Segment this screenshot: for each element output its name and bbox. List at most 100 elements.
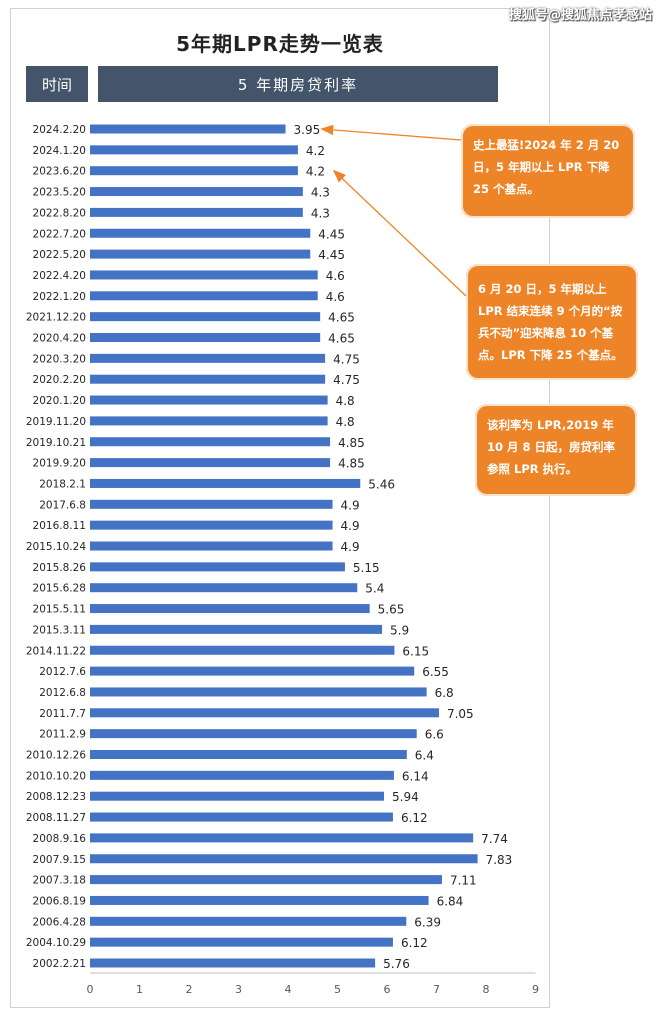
annotation-arrow (332, 169, 467, 297)
watermark: 搜狐号@搜狐焦点孝感站 (508, 8, 652, 23)
category-label: 2010.10.20 (26, 770, 86, 782)
value-label: 6.12 (401, 936, 428, 950)
bar (90, 499, 333, 509)
x-tick-label: 5 (334, 983, 341, 996)
category-label: 2018.2.1 (39, 478, 86, 490)
bar (90, 187, 303, 197)
bar (90, 478, 361, 488)
value-label: 6.12 (401, 811, 428, 825)
value-label: 5.9 (390, 623, 409, 637)
bar (90, 437, 331, 447)
x-tick-label: 1 (136, 983, 143, 996)
bar (90, 708, 439, 718)
value-label: 7.05 (447, 707, 474, 721)
bar (90, 645, 395, 655)
bar (90, 791, 385, 801)
x-tick-label: 8 (483, 983, 490, 996)
category-label: 2012.6.8 (39, 687, 86, 699)
value-label: 6.39 (414, 915, 441, 929)
category-label: 2016.8.11 (33, 520, 86, 532)
bar (90, 583, 358, 593)
value-label: 6.6 (425, 728, 444, 742)
bar (90, 916, 407, 926)
chart-frame (10, 8, 550, 1008)
bar (90, 166, 298, 176)
category-label: 2019.10.21 (26, 437, 86, 449)
x-tick-label: 6 (384, 983, 391, 996)
value-label: 6.55 (422, 665, 449, 679)
bar (90, 770, 394, 780)
category-label: 2022.1.20 (33, 291, 86, 303)
bar (90, 750, 407, 759)
bar (90, 812, 393, 822)
value-label: 5.4 (365, 582, 384, 596)
bar (90, 395, 328, 405)
category-label: 2012.7.6 (39, 666, 86, 678)
bar (90, 291, 318, 301)
category-label: 2015.8.26 (33, 562, 87, 574)
value-label: 4.85 (338, 436, 365, 450)
category-label: 2015.3.11 (33, 624, 86, 636)
value-label: 6.84 (437, 894, 464, 908)
value-label: 6.15 (402, 644, 429, 658)
chart-title: 5年期LPR走势一览表 (176, 32, 384, 56)
category-label: 2017.6.8 (39, 499, 86, 511)
value-label: 5.46 (368, 477, 395, 491)
bar (90, 875, 442, 885)
category-label: 2021.12.20 (26, 312, 86, 324)
annotation-callout-1: 史上最猛!2024 年 2 月 20 日，5 年期以上 LPR 下降 25 个基… (461, 124, 635, 218)
bar (90, 312, 321, 322)
x-tick-label: 7 (433, 983, 440, 996)
bar (90, 207, 303, 217)
bar (90, 416, 328, 426)
bar (90, 958, 376, 968)
category-label: 2002.2.21 (33, 958, 86, 970)
x-tick-label: 2 (186, 983, 193, 996)
x-tick-label: 0 (87, 983, 94, 996)
category-label: 2004.10.29 (26, 937, 86, 949)
x-tick-label: 3 (235, 983, 242, 996)
category-label: 2020.4.20 (33, 333, 86, 345)
value-label: 4.45 (318, 248, 345, 262)
category-label: 2015.6.28 (33, 583, 86, 595)
bar (90, 228, 311, 238)
category-label: 2020.2.20 (33, 374, 86, 386)
category-label: 2010.12.26 (26, 750, 86, 762)
value-label: 4.9 (341, 498, 360, 512)
value-label: 6.14 (402, 769, 429, 783)
bar (90, 666, 415, 676)
value-label: 4.65 (328, 332, 355, 346)
category-label: 2008.11.27 (26, 812, 86, 824)
category-label: 2015.10.24 (26, 541, 86, 553)
annotation-callout-2: 6 月 20 日，5 年期以上 LPR 结束连续 9 个月的“按兵不动”迎来降息… (466, 264, 638, 380)
category-label: 2024.2.20 (33, 124, 86, 136)
category-label: 2015.5.11 (33, 604, 86, 616)
category-label: 2019.9.20 (33, 458, 86, 470)
value-label: 4.75 (333, 373, 360, 387)
bar (90, 541, 333, 551)
category-label: 2006.4.28 (33, 916, 86, 928)
value-label: 3.95 (294, 123, 321, 137)
bar (90, 604, 370, 614)
x-tick-label: 9 (532, 983, 539, 996)
category-label: 2022.8.20 (33, 207, 86, 219)
category-label: 2019.11.20 (26, 416, 86, 428)
value-label: 7.11 (450, 874, 477, 888)
bar (90, 854, 478, 864)
category-label: 2014.11.22 (26, 645, 86, 657)
value-label: 6.8 (435, 686, 454, 700)
value-label: 6.4 (415, 749, 434, 763)
category-label: 2011.7.7 (39, 708, 86, 720)
bar (90, 353, 326, 363)
category-label: 2011.2.9 (39, 729, 86, 741)
bar (90, 520, 333, 530)
value-label: 4.8 (336, 415, 355, 429)
category-label: 2023.5.20 (33, 187, 86, 199)
category-label: 2020.3.20 (33, 353, 86, 365)
value-label: 4.6 (326, 290, 345, 304)
x-tick-label: 4 (285, 983, 292, 996)
value-label: 4.65 (328, 311, 355, 325)
category-label: 2022.7.20 (33, 228, 86, 240)
value-label: 5.65 (378, 603, 405, 617)
